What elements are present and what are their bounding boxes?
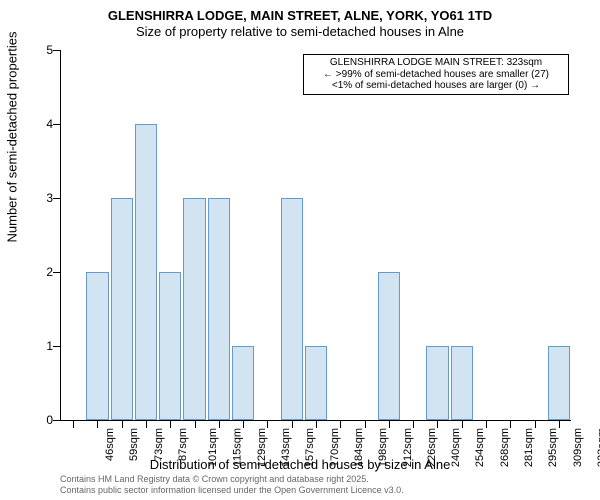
histogram-bar — [451, 346, 473, 420]
y-tick-label: 1 — [33, 339, 53, 353]
y-tick-label: 2 — [33, 265, 53, 279]
x-tick — [486, 420, 487, 428]
annotation-line-3: <1% of semi-detached houses are larger (… — [308, 80, 564, 92]
title-line-1: GLENSHIRRA LODGE, MAIN STREET, ALNE, YOR… — [0, 8, 600, 24]
x-tick — [437, 420, 438, 428]
histogram-bar — [305, 346, 327, 420]
histogram-bar — [548, 346, 570, 420]
histogram-bar — [111, 198, 133, 420]
histogram-bar — [281, 198, 303, 420]
y-axis-title: Number of semi-detached properties — [5, 32, 20, 243]
footer-line-2: Contains public sector information licen… — [60, 485, 404, 496]
x-tick — [389, 420, 390, 428]
x-tick — [559, 420, 560, 428]
x-tick — [413, 420, 414, 428]
x-tick — [146, 420, 147, 428]
x-tick — [97, 420, 98, 428]
x-tick — [219, 420, 220, 428]
histogram-bar — [135, 124, 157, 420]
x-tick — [73, 420, 74, 428]
histogram-bar — [208, 198, 230, 420]
x-tick — [292, 420, 293, 428]
y-tick — [53, 50, 61, 51]
chart-container: GLENSHIRRA LODGE, MAIN STREET, ALNE, YOR… — [0, 0, 600, 500]
x-tick — [510, 420, 511, 428]
x-tick — [122, 420, 123, 428]
histogram-bar — [159, 272, 181, 420]
y-tick-label: 5 — [33, 43, 53, 57]
title-line-2: Size of property relative to semi-detach… — [0, 24, 600, 40]
y-tick — [53, 198, 61, 199]
y-tick — [53, 124, 61, 125]
annotation-line-1: GLENSHIRRA LODGE MAIN STREET: 323sqm — [308, 57, 564, 69]
x-tick — [340, 420, 341, 428]
footer-line-1: Contains HM Land Registry data © Crown c… — [60, 474, 404, 485]
annotation-box: GLENSHIRRA LODGE MAIN STREET: 323sqm ← >… — [303, 54, 569, 95]
y-tick — [53, 272, 61, 273]
histogram-bar — [426, 346, 448, 420]
y-tick-label: 3 — [33, 191, 53, 205]
x-tick — [535, 420, 536, 428]
x-tick — [316, 420, 317, 428]
footer-note: Contains HM Land Registry data © Crown c… — [60, 474, 404, 496]
histogram-bar — [378, 272, 400, 420]
y-tick — [53, 346, 61, 347]
x-tick — [365, 420, 366, 428]
x-tick — [195, 420, 196, 428]
x-axis-title: Distribution of semi-detached houses by … — [0, 457, 600, 472]
y-tick-label: 0 — [33, 413, 53, 427]
histogram-bar — [232, 346, 254, 420]
x-tick — [243, 420, 244, 428]
histogram-bar — [86, 272, 108, 420]
y-tick-label: 4 — [33, 117, 53, 131]
annotation-line-2: ← >99% of semi-detached houses are small… — [308, 69, 564, 81]
x-tick — [267, 420, 268, 428]
plot-area: GLENSHIRRA LODGE MAIN STREET: 323sqm ← >… — [60, 50, 571, 421]
chart-title: GLENSHIRRA LODGE, MAIN STREET, ALNE, YOR… — [0, 8, 600, 39]
x-tick — [462, 420, 463, 428]
y-tick — [53, 420, 61, 421]
x-tick — [170, 420, 171, 428]
histogram-bar — [183, 198, 205, 420]
